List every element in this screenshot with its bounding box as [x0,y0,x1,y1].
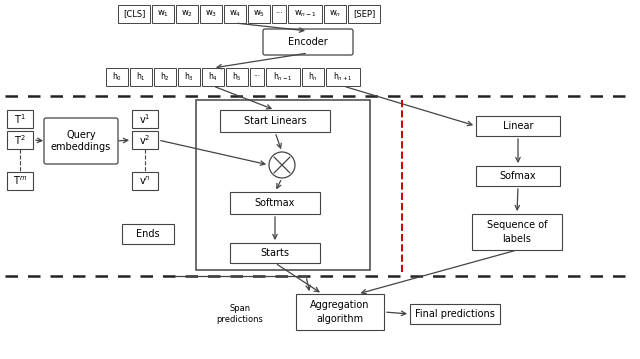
Text: Linear: Linear [503,121,533,131]
Text: h$_{n-1}$: h$_{n-1}$ [273,71,293,83]
Bar [226,68,248,86]
Bar [250,68,264,86]
Bar [288,5,322,23]
Bar [154,68,176,86]
Bar [106,68,128,86]
Text: labels: labels [502,234,531,244]
Text: embeddings: embeddings [51,142,111,152]
Text: Final predictions: Final predictions [415,309,495,319]
Text: h$_5$: h$_5$ [232,71,242,83]
Bar [132,131,158,149]
Text: h$_3$: h$_3$ [184,71,194,83]
Bar [296,294,384,330]
Text: T$^2$: T$^2$ [14,133,26,147]
Text: v$^1$: v$^1$ [140,112,151,126]
Bar [130,68,152,86]
Bar [178,68,200,86]
Text: w$_{n-1}$: w$_{n-1}$ [294,9,317,19]
Text: w$_1$: w$_1$ [157,9,169,19]
Bar [302,68,324,86]
Text: v$^n$: v$^n$ [139,175,151,187]
Bar [152,5,174,23]
Bar [132,172,158,190]
Bar [248,5,270,23]
Text: [SEP]: [SEP] [353,9,375,19]
Text: w$_n$: w$_n$ [329,9,341,19]
Bar [348,5,380,23]
Text: w$_5$: w$_5$ [253,9,265,19]
Bar [326,68,360,86]
Text: w$_3$: w$_3$ [205,9,217,19]
Text: h$_1$: h$_1$ [136,71,146,83]
Bar [410,304,500,324]
Bar [272,5,286,23]
Text: Sequence of: Sequence of [487,220,547,230]
Text: Starts: Starts [260,248,289,258]
Bar [7,110,33,128]
Text: h$_0$: h$_0$ [112,71,122,83]
Text: h$_{n+1}$: h$_{n+1}$ [333,71,353,83]
Text: T$^1$: T$^1$ [14,112,26,126]
Text: ···: ··· [253,73,260,81]
Text: h$_2$: h$_2$ [160,71,170,83]
Text: w$_2$: w$_2$ [181,9,193,19]
Text: Span
predictions: Span predictions [216,304,264,324]
Text: T$^m$: T$^m$ [13,175,27,187]
Text: Start Linears: Start Linears [244,116,307,126]
Text: Sofmax: Sofmax [500,171,536,181]
Text: [CLS]: [CLS] [123,9,145,19]
Bar [202,68,224,86]
Text: Aggregation: Aggregation [310,300,370,310]
Bar [230,192,320,214]
Bar [132,110,158,128]
FancyBboxPatch shape [263,29,353,55]
Bar [196,100,370,270]
Text: Encoder: Encoder [288,37,328,47]
Bar [118,5,150,23]
Text: ···: ··· [275,9,283,19]
Text: h$_4$: h$_4$ [208,71,218,83]
Text: w$_4$: w$_4$ [229,9,241,19]
Text: Softmax: Softmax [255,198,295,208]
Bar [324,5,346,23]
Text: Query: Query [66,130,96,140]
Bar [266,68,300,86]
Text: algorithm: algorithm [316,314,364,324]
Bar [472,214,562,250]
Text: v$^2$: v$^2$ [140,133,150,147]
Bar [7,172,33,190]
Bar [476,166,560,186]
Bar [224,5,246,23]
Bar [176,5,198,23]
FancyBboxPatch shape [44,118,118,164]
Text: Ends: Ends [136,229,160,239]
Bar [220,110,330,132]
Bar [7,131,33,149]
Bar [200,5,222,23]
Bar [122,224,174,244]
Bar [476,116,560,136]
Text: h$_n$: h$_n$ [308,71,318,83]
Bar [230,243,320,263]
